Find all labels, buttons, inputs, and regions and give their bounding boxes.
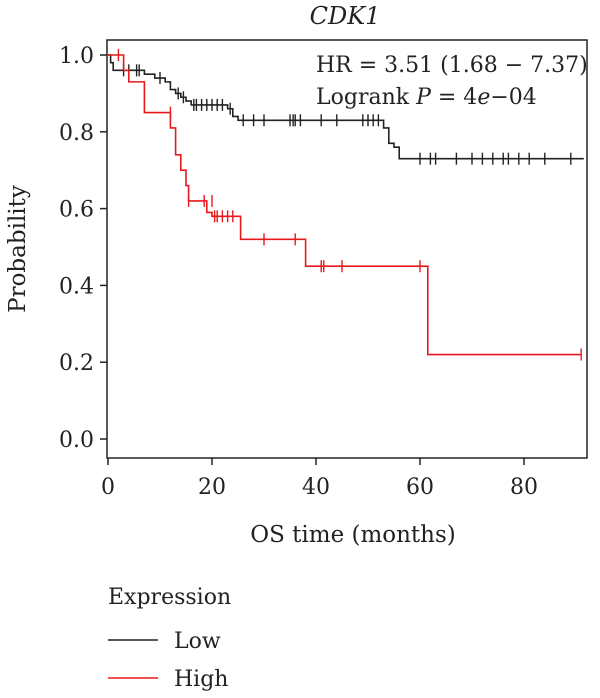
survival-curves	[108, 49, 584, 361]
x-axis: 0 20 40 60 80	[101, 458, 538, 500]
legend: Expression Low High	[108, 585, 231, 692]
x-tick-label: 0	[101, 475, 115, 500]
y-tick-label: 1.0	[59, 44, 94, 69]
curve-high	[108, 54, 582, 356]
legend-label-high: High	[174, 667, 228, 692]
y-tick-label: 0.0	[59, 428, 94, 453]
x-axis-label: OS time (months)	[250, 522, 456, 548]
x-tick-label: 60	[406, 475, 434, 500]
x-tick-label: 40	[302, 475, 330, 500]
y-tick-label: 0.8	[59, 121, 94, 146]
chart-title: CDK1	[310, 2, 381, 30]
curve-low	[108, 54, 584, 160]
y-tick-label: 0.2	[59, 351, 94, 376]
y-axis-label: Probability	[5, 185, 31, 313]
y-axis: 0.0 0.2 0.4 0.6 0.8 1.0	[59, 44, 107, 453]
logrank-text: Logrank P = 4e−04	[316, 85, 537, 110]
y-tick-label: 0.6	[59, 198, 94, 223]
hazard-ratio-text: HR = 3.51 (1.68 − 7.37)	[316, 53, 588, 78]
x-tick-label: 20	[198, 475, 226, 500]
y-tick-label: 0.4	[59, 274, 94, 299]
legend-title: Expression	[108, 585, 231, 610]
legend-label-low: Low	[174, 629, 221, 654]
plot-frame	[106, 39, 588, 459]
x-tick-label: 80	[510, 475, 538, 500]
